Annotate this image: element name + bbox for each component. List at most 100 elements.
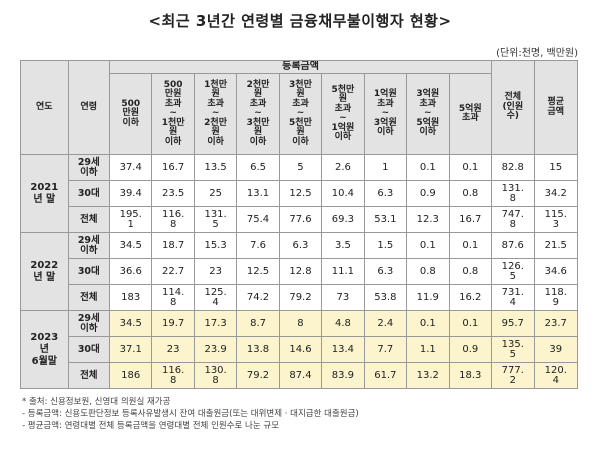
value-cell: 5 bbox=[278, 154, 323, 181]
value-cell: 16.7 bbox=[448, 206, 493, 233]
value-cell: 16.2 bbox=[448, 284, 493, 311]
value-cell: 82.8 bbox=[491, 154, 535, 181]
header-year: 연도 bbox=[20, 60, 69, 155]
value-cell: 15.3 bbox=[193, 232, 238, 259]
value-cell: 8.7 bbox=[236, 310, 280, 337]
value-cell: 12.5 bbox=[236, 258, 280, 285]
header-amount-bracket: 2천만 원 초과 ~ 3천만 원 이하 bbox=[236, 73, 280, 155]
value-cell: 87.4 bbox=[278, 362, 323, 389]
header-registered-amount: 등록금액 bbox=[108, 60, 493, 74]
value-cell: 115. 3 bbox=[533, 206, 578, 233]
page-title: <최근 3년간 연령별 금융채무불이행자 현황> bbox=[148, 12, 452, 30]
value-cell: 7.7 bbox=[363, 336, 408, 363]
value-cell: 6.3 bbox=[363, 180, 408, 207]
value-cell: 0.9 bbox=[448, 336, 493, 363]
value-cell: 0.1 bbox=[448, 154, 493, 181]
header-amount-bracket: 3천만 원 초과 ~ 5천만 원 이하 bbox=[278, 73, 323, 155]
value-cell: 13.1 bbox=[236, 180, 280, 207]
value-cell: 6.3 bbox=[278, 232, 323, 259]
value-cell: 731. 4 bbox=[491, 284, 535, 311]
value-cell: 114. 8 bbox=[151, 284, 195, 311]
age-cell: 29세 이하 bbox=[67, 310, 111, 337]
value-cell: 74.2 bbox=[236, 284, 280, 311]
value-cell: 0.1 bbox=[406, 154, 450, 181]
value-cell: 2.4 bbox=[363, 310, 408, 337]
value-cell: 87.6 bbox=[491, 232, 535, 259]
value-cell: 18.7 bbox=[151, 232, 195, 259]
value-cell: 0.8 bbox=[448, 180, 493, 207]
value-cell: 23.5 bbox=[151, 180, 195, 207]
value-cell: 116. 8 bbox=[151, 206, 195, 233]
value-cell: 125. 4 bbox=[193, 284, 238, 311]
value-cell: 53.1 bbox=[363, 206, 408, 233]
value-cell: 73 bbox=[321, 284, 365, 311]
value-cell: 118. 9 bbox=[533, 284, 578, 311]
value-cell: 23.7 bbox=[533, 310, 578, 337]
value-cell: 6.5 bbox=[236, 154, 280, 181]
table-row: 전체 183 114. 8 125. 4 74.2 79.2 73 53.8 11.9 16.2 7… bbox=[21, 284, 578, 311]
table-row: 전체 186 116. 8 130. 8 79.2 87.4 83.9 61.7 13.2 18.… bbox=[21, 362, 578, 389]
value-cell: 2.6 bbox=[321, 154, 365, 181]
header-average: 평균 금액 bbox=[533, 60, 578, 155]
year-cell: 2021 년 말 bbox=[20, 154, 69, 233]
age-cell: 30대 bbox=[67, 180, 111, 207]
age-cell: 30대 bbox=[67, 336, 111, 363]
table-row: 30대 39.4 23.5 25 13.1 12.5 10.4 6.3 0.9 0.8 131. 8… bbox=[21, 180, 578, 207]
value-cell: 79.2 bbox=[278, 284, 323, 311]
header-age: 연령 bbox=[67, 60, 111, 155]
value-cell: 95.7 bbox=[491, 310, 535, 337]
value-cell: 12.3 bbox=[406, 206, 450, 233]
footnote-registered-amount: - 등록금액: 신용도판단정보 등록사유발생시 잔여 대출원금(또는 대위변제 … bbox=[22, 409, 359, 419]
value-cell: 75.4 bbox=[236, 206, 280, 233]
value-cell: 131. 5 bbox=[193, 206, 238, 233]
table-row: 2021 년 말 29세 이하 37.4 16.7 13.5 6.5 5 2.6 1 0.1 0.1… bbox=[20, 154, 578, 233]
table-row: 30대 37.1 23 23.9 13.8 14.6 13.4 7.7 1.1 0.9 135. 5… bbox=[21, 336, 578, 363]
age-cell: 전체 bbox=[67, 206, 111, 233]
value-cell: 13.2 bbox=[406, 362, 450, 389]
value-cell: 135. 5 bbox=[491, 336, 535, 363]
year-cell: 2023 년 6월말 bbox=[20, 310, 69, 389]
table-row: 30대 36.6 22.7 23 12.5 12.8 11.1 6.3 0.8 0.8 126. 5… bbox=[21, 258, 578, 285]
value-cell: 23.9 bbox=[193, 336, 238, 363]
value-cell: 126. 5 bbox=[491, 258, 535, 285]
value-cell: 11.1 bbox=[321, 258, 365, 285]
value-cell: 13.8 bbox=[236, 336, 280, 363]
value-cell: 3.5 bbox=[321, 232, 365, 259]
value-cell: 13.4 bbox=[321, 336, 365, 363]
value-cell: 23 bbox=[193, 258, 238, 285]
value-cell: 36.6 bbox=[108, 258, 153, 285]
unit-label: (단위:천명, 백만원) bbox=[496, 48, 578, 59]
value-cell: 0.1 bbox=[406, 232, 450, 259]
value-cell: 21.5 bbox=[533, 232, 578, 259]
footnote-source: * 출처: 신용정보원, 신영대 의원실 재가공 bbox=[22, 397, 171, 407]
table-row: 2023 년 6월말 29세 이하 34.5 19.7 17.3 8.7 8 4.8 2.4 0.… bbox=[20, 310, 578, 389]
value-cell: 23 bbox=[151, 336, 195, 363]
header-amount-bracket: 1억원 초과 ~ 3억원 이하 bbox=[363, 73, 408, 155]
value-cell: 13.5 bbox=[193, 154, 238, 181]
value-cell: 8 bbox=[278, 310, 323, 337]
defaulters-table: 연도 연령 등록금액 전체 (인원 수) 평균 금액 500 만원 이하 500 … bbox=[20, 60, 578, 389]
value-cell: 0.1 bbox=[406, 310, 450, 337]
value-cell: 10.4 bbox=[321, 180, 365, 207]
value-cell: 130. 8 bbox=[193, 362, 238, 389]
value-cell: 79.2 bbox=[236, 362, 280, 389]
value-cell: 1.5 bbox=[363, 232, 408, 259]
value-cell: 25 bbox=[193, 180, 238, 207]
value-cell: 61.7 bbox=[363, 362, 408, 389]
age-cell: 29세 이하 bbox=[67, 232, 111, 259]
value-cell: 195. 1 bbox=[108, 206, 153, 233]
value-cell: 0.1 bbox=[448, 310, 493, 337]
value-cell: 12.8 bbox=[278, 258, 323, 285]
value-cell: 0.1 bbox=[448, 232, 493, 259]
header-amount-bracket: 1천만 원 초과 ~ 2천만 원 이하 bbox=[193, 73, 238, 155]
value-cell: 747. 8 bbox=[491, 206, 535, 233]
value-cell: 0.8 bbox=[406, 258, 450, 285]
value-cell: 34.5 bbox=[108, 310, 153, 337]
value-cell: 131. 8 bbox=[491, 180, 535, 207]
value-cell: 15 bbox=[533, 154, 578, 181]
value-cell: 4.8 bbox=[321, 310, 365, 337]
value-cell: 34.6 bbox=[533, 258, 578, 285]
value-cell: 22.7 bbox=[151, 258, 195, 285]
value-cell: 6.3 bbox=[363, 258, 408, 285]
header-amount-bracket: 5천만 원 초과 ~ 1억원 이하 bbox=[321, 73, 365, 155]
